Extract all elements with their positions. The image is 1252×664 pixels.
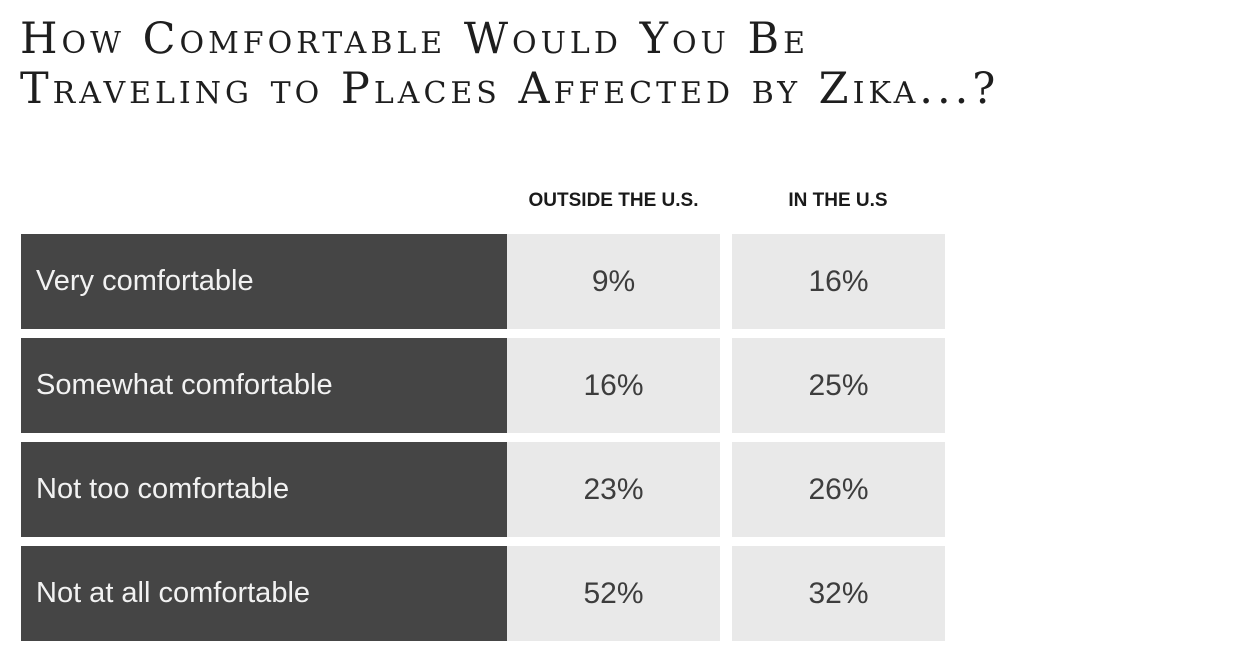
row-label: Not at all comfortable — [21, 546, 514, 641]
chart-title: How Comfortable Would You Be Traveling t… — [20, 14, 1245, 114]
cell-in-us: 32% — [732, 546, 945, 641]
row-label: Somewhat comfortable — [21, 338, 514, 433]
table-row: Somewhat comfortable 16% 25% — [21, 338, 945, 433]
chart-title-line-2: Traveling to Places Affected by Zika...? — [20, 64, 1000, 114]
table-row: Not too comfortable 23% 26% — [21, 442, 945, 537]
cell-outside-us: 23% — [507, 442, 720, 537]
cell-outside-us: 16% — [507, 338, 720, 433]
cell-outside-us: 9% — [507, 234, 720, 329]
row-label: Very comfortable — [21, 234, 514, 329]
cell-outside-us: 52% — [507, 546, 720, 641]
column-header-outside-us: OUTSIDE THE U.S. — [528, 190, 699, 211]
table-row: Very comfortable 9% 16% — [21, 234, 945, 329]
chart-title-line-1: How Comfortable Would You Be — [20, 14, 810, 64]
table-row: Not at all comfortable 52% 32% — [21, 546, 945, 641]
column-header-in-us: IN THE U.S — [788, 190, 888, 211]
row-label: Not too comfortable — [21, 442, 514, 537]
cell-in-us: 16% — [732, 234, 945, 329]
cell-in-us: 25% — [732, 338, 945, 433]
cell-in-us: 26% — [732, 442, 945, 537]
